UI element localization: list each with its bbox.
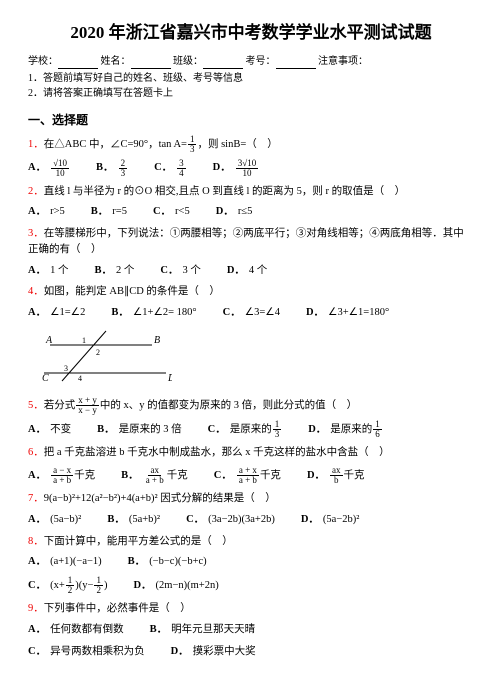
question-6: 6．把 a 千克盐溶进 b 千克水中制成盐水，那么 x 千克这样的盐水中含盐（ … xyxy=(28,445,474,461)
q4-options: A．∠1=∠2 B．∠1+∠2= 180° C．∠3=∠4 D．∠3+∠1=18… xyxy=(28,305,474,321)
question-7: 7．9(a−b)²+12(a²−b²)+4(a+b)² 因式分解的结果是（ ） xyxy=(28,491,474,507)
q5-options: A．不变 B．是原来的 3 倍 C．是原来的13 D．是原来的16 xyxy=(28,420,474,439)
class-blank xyxy=(203,58,243,69)
q9-options-2: C．异号两数相乘积为负 D．摸彩票中大奖 xyxy=(28,644,474,660)
q1-options: A．√1010 B．23 C．34 D．3√1010 xyxy=(28,159,474,178)
svg-text:2: 2 xyxy=(96,348,100,357)
info-line: 学校： 姓名： 班级： 考号： 注意事项： xyxy=(28,54,474,69)
question-3: 3．在等腰梯形中，下列说法：①两腰相等；②两底平行；③对角线相等；④两底角相等．… xyxy=(28,226,474,258)
svg-text:A: A xyxy=(45,335,53,346)
notice-label: 注意事项： xyxy=(318,56,368,67)
notes: 1．答题前填写好自己的姓名、班级、考号等信息 2．请将答案正确填写在答题卡上 xyxy=(28,71,474,101)
svg-text:B: B xyxy=(154,335,160,346)
q8-options-2: C．(x+12)(y−12) D．(2m−n)(m+2n) xyxy=(28,576,474,595)
q3-options: A．1 个 B．2 个 C．3 个 D．4 个 xyxy=(28,263,474,279)
q4-diagram: A B C D 1 2 3 4 xyxy=(42,327,474,391)
name-label: 姓名： xyxy=(101,56,131,67)
class-label: 班级： xyxy=(173,56,203,67)
svg-text:D: D xyxy=(167,373,172,384)
q9-options-1: A．任何数都有倒数 B．明年元旦那天天晴 xyxy=(28,622,474,638)
q2-options: A．r>5 B．r=5 C．r<5 D．r≤5 xyxy=(28,204,474,220)
section-heading: 一、选择题 xyxy=(28,111,474,129)
note-2: 2．请将答案正确填写在答题卡上 xyxy=(28,86,474,101)
examno-blank xyxy=(276,58,316,69)
page-title: 2020 年浙江省嘉兴市中考数学学业水平测试试题 xyxy=(28,20,474,46)
question-8: 8．下面计算中，能用平方差公式的是（ ） xyxy=(28,534,474,550)
examno-label: 考号： xyxy=(246,56,276,67)
name-blank xyxy=(131,58,171,69)
svg-text:C: C xyxy=(42,373,49,384)
question-1: 1．在△ABC 中，∠C=90°，tan A=13，则 sinB=（ ） xyxy=(28,135,474,154)
svg-text:1: 1 xyxy=(82,336,86,345)
q1-tail: ，则 sinB=（ ） xyxy=(197,138,277,149)
school-label: 学校： xyxy=(28,56,58,67)
q1-text: 在△ABC 中，∠C=90°，tan A= xyxy=(44,138,187,149)
q7-options: A．(5a−b)² B．(5a+b)² C．(3a−2b)(3a+2b) D．(… xyxy=(28,512,474,528)
q1-num: 1． xyxy=(28,138,44,149)
question-4: 4．如图，能判定 AB∥CD 的条件是（ ） xyxy=(28,284,474,300)
svg-text:4: 4 xyxy=(78,374,82,383)
school-blank xyxy=(58,58,98,69)
question-2: 2．直线 l 与半径为 r 的⊙O 相交,且点 O 到直线 l 的距离为 5，则… xyxy=(28,184,474,200)
q8-options: A．(a+1)(−a−1) B．(−b−c)(−b+c) xyxy=(28,554,474,570)
note-1: 1．答题前填写好自己的姓名、班级、考号等信息 xyxy=(28,71,474,86)
svg-text:3: 3 xyxy=(64,364,68,373)
q6-options: A．a − xa + b千克 B．axa + b千克 C．a + xa + b千… xyxy=(28,466,474,485)
question-5: 5．若分式x + yx − y中的 x、y 的值都变为原来的 3 倍，则此分式的… xyxy=(28,396,474,415)
question-9: 9．下列事件中，必然事件是（ ） xyxy=(28,601,474,617)
